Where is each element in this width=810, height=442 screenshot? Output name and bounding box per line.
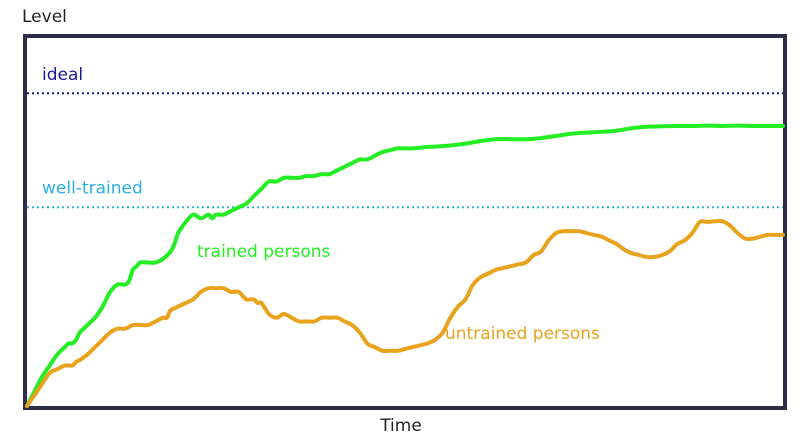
reference-label-well-trained: well-trained [42,178,143,198]
reference-line-labels: ideal well-trained [42,65,143,198]
y-axis-label: Level [22,7,67,27]
series-label-untrained-persons: untrained persons [445,324,600,344]
series-label-trained-persons: trained persons [197,242,330,262]
series-lines [25,123,785,408]
series-labels: trained persons untrained persons [197,242,600,344]
x-axis-label: Time [379,416,422,436]
series-line-untrained-persons [25,218,785,408]
reference-lines [27,92,783,209]
series-line-trained-persons [25,123,785,408]
reference-label-ideal: ideal [42,65,83,85]
plot-area: ideal well-trained trained persons untrain… [23,34,787,410]
plot-frame [23,34,787,410]
